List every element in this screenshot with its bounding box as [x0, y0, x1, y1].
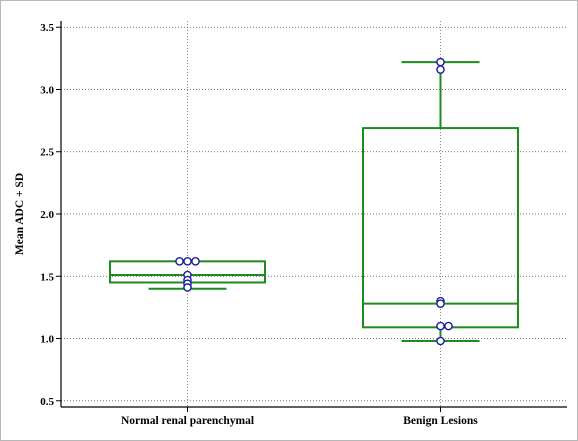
- x-category-label: Benign Lesions: [403, 415, 478, 427]
- data-point: [175, 257, 184, 266]
- data-point: [191, 257, 200, 266]
- data-point: [444, 321, 453, 331]
- data-point: [436, 321, 445, 331]
- point-layer: [175, 57, 453, 346]
- y-tick-label: 0.5: [40, 396, 54, 408]
- y-tick-label: 1.5: [40, 271, 54, 283]
- y-tick-layer: 0.5 1.0 1.5 2.0 2.5 3.0 3.5: [40, 22, 441, 412]
- x-category-label: Normal renal parenchymal: [121, 415, 254, 427]
- data-point: [183, 257, 192, 266]
- y-tick-label: 3.5: [40, 22, 54, 34]
- data-point: [436, 65, 445, 74]
- data-point: [436, 57, 445, 67]
- y-tick-label: 2.5: [40, 147, 54, 159]
- y-tick-label: 2.0: [40, 209, 54, 221]
- data-point: [183, 283, 192, 292]
- y-tick-label: 1.0: [40, 334, 54, 346]
- data-point: [436, 299, 445, 308]
- x-category-layer: Normal renal parenchymal Benign Lesions: [121, 415, 478, 427]
- box-layer: [109, 61, 519, 343]
- y-tick-label: 3.0: [40, 84, 54, 96]
- data-point: [436, 336, 445, 346]
- grid-layer: [61, 21, 567, 407]
- y-axis-title: Mean ADC + SD: [14, 173, 26, 255]
